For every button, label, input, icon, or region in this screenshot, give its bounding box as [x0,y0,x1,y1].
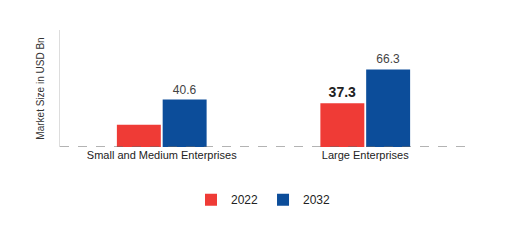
svg-text:Small and Medium Enterprises: Small and Medium Enterprises [87,149,237,161]
svg-text:2032: 2032 [303,193,330,207]
svg-text:40.6: 40.6 [173,83,197,97]
svg-text:Market Size in USD Bn: Market Size in USD Bn [35,37,46,139]
svg-text:2022: 2022 [231,193,258,207]
svg-text:Large Enterprises: Large Enterprises [322,149,409,161]
svg-text:37.3: 37.3 [329,84,356,100]
svg-text:66.3: 66.3 [376,52,400,66]
